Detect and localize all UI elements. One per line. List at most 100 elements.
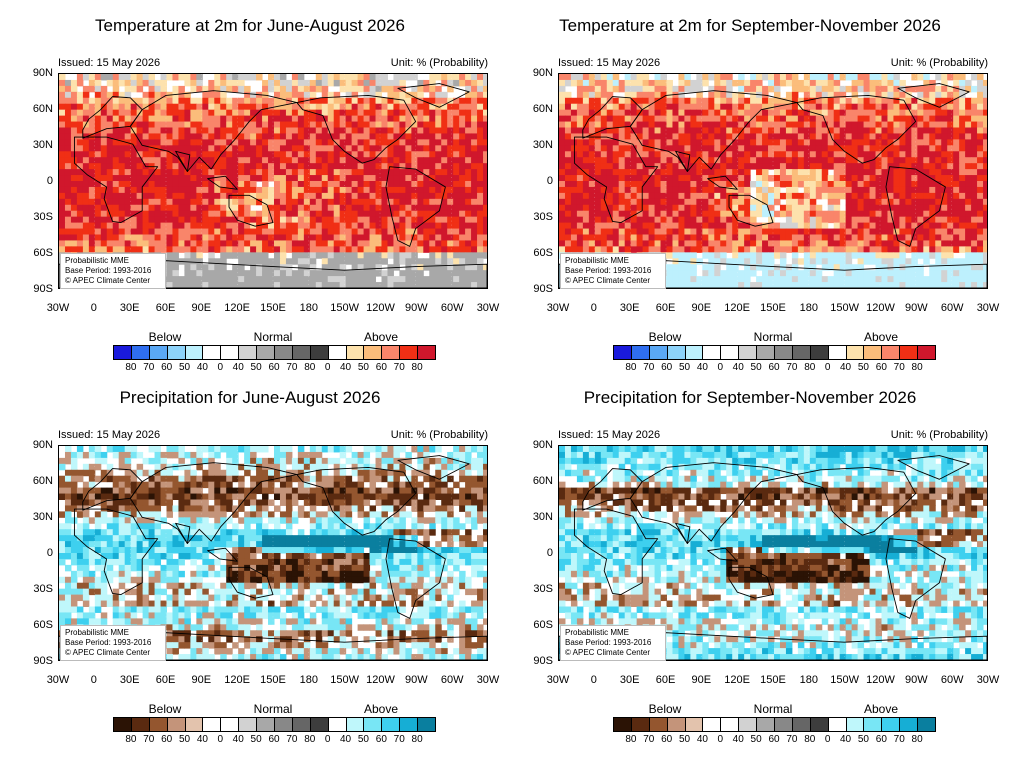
probability-cell	[64, 121, 72, 128]
probability-cell	[142, 222, 150, 230]
probability-cell	[112, 210, 120, 218]
probability-cell	[459, 97, 466, 105]
probability-cell	[405, 210, 412, 218]
probability-cell	[827, 228, 835, 235]
probability-cell	[351, 204, 359, 212]
probability-cell	[977, 192, 984, 200]
probability-cell	[779, 74, 787, 81]
probability-cell	[208, 115, 215, 123]
probability-cell	[172, 246, 179, 253]
legend-tick-label: 60	[161, 362, 173, 373]
probability-cell	[357, 169, 365, 176]
probability-cell	[453, 145, 460, 152]
probability-cell	[839, 228, 847, 235]
probability-cell	[696, 145, 703, 152]
probability-cell	[839, 192, 847, 200]
probability-cell	[666, 234, 673, 241]
probability-cell	[684, 163, 691, 170]
probability-cell	[196, 252, 203, 259]
probability-cell	[453, 234, 460, 241]
probability-cell	[399, 198, 406, 206]
probability-cell	[279, 169, 287, 176]
probability-cell	[297, 163, 305, 170]
probability-cell	[124, 198, 132, 206]
probability-cell	[678, 228, 685, 235]
probability-cell	[208, 169, 215, 176]
probability-cell	[471, 151, 478, 158]
probability-cell	[827, 97, 835, 105]
probability-cell	[59, 181, 66, 188]
probability-cell	[696, 139, 703, 146]
probability-cell	[321, 222, 329, 230]
panel-title: Temperature at 2m for June-August 2026	[95, 16, 405, 35]
probability-cell	[459, 252, 466, 259]
probability-cell	[857, 264, 865, 271]
probability-cell	[594, 175, 602, 182]
probability-cell	[172, 169, 179, 176]
probability-cell	[291, 169, 299, 176]
probability-cell	[447, 151, 454, 158]
probability-cell	[690, 169, 697, 176]
coastline	[73, 136, 159, 224]
probability-cell	[672, 145, 679, 152]
probability-cell	[59, 109, 66, 117]
probability-cell	[666, 270, 673, 277]
probability-cell	[684, 210, 691, 218]
probability-cell	[190, 133, 197, 140]
probability-cell	[357, 121, 365, 128]
probability-cell	[708, 198, 715, 206]
probability-cell	[178, 186, 185, 194]
probability-cell	[570, 198, 578, 206]
probability-cell	[76, 169, 84, 176]
probability-cell	[833, 157, 841, 164]
probability-cell	[268, 139, 275, 146]
probability-cell	[369, 151, 377, 158]
probability-cell	[600, 175, 608, 182]
probability-cell	[582, 109, 590, 117]
probability-cell	[339, 240, 347, 247]
probability-cell	[923, 181, 930, 188]
probability-cell	[393, 139, 400, 146]
probability-cell	[154, 151, 162, 158]
probability-cell	[738, 139, 745, 146]
probability-cell	[453, 210, 460, 218]
probability-cell	[351, 115, 359, 123]
probability-cell	[76, 204, 84, 212]
probability-cell	[636, 121, 644, 128]
probability-cell	[327, 210, 335, 218]
probability-cell	[393, 228, 400, 235]
probability-cell	[465, 85, 472, 93]
probability-cell	[768, 175, 775, 182]
probability-cell	[690, 85, 697, 93]
probability-cell	[648, 234, 656, 241]
probability-cell	[369, 169, 377, 176]
probability-cell	[959, 198, 966, 206]
probability-cell	[303, 145, 311, 152]
probability-cell	[576, 139, 584, 146]
probability-cell	[130, 169, 138, 176]
probability-cell	[142, 139, 150, 146]
probability-cell	[262, 270, 269, 277]
probability-cell	[214, 198, 221, 206]
probability-cell	[291, 91, 299, 99]
probability-cell	[899, 85, 906, 93]
probability-cell	[839, 258, 847, 265]
probability-cell	[477, 97, 484, 105]
probability-cell	[142, 127, 150, 134]
probability-cell	[262, 246, 269, 253]
probability-cell	[118, 145, 126, 152]
probability-cell	[471, 258, 478, 265]
probability-cell	[273, 264, 281, 271]
probability-cell	[941, 109, 948, 117]
probability-cell	[208, 79, 215, 87]
probability-cell	[827, 210, 835, 218]
probability-cell	[833, 139, 841, 146]
probability-cell	[417, 181, 424, 188]
probability-cell	[208, 186, 215, 194]
probability-cell	[863, 240, 871, 247]
probability-cell	[441, 109, 448, 117]
probability-cell	[881, 264, 888, 271]
probability-cell	[965, 216, 972, 224]
probability-cell	[333, 91, 341, 99]
probability-cell	[809, 133, 817, 140]
